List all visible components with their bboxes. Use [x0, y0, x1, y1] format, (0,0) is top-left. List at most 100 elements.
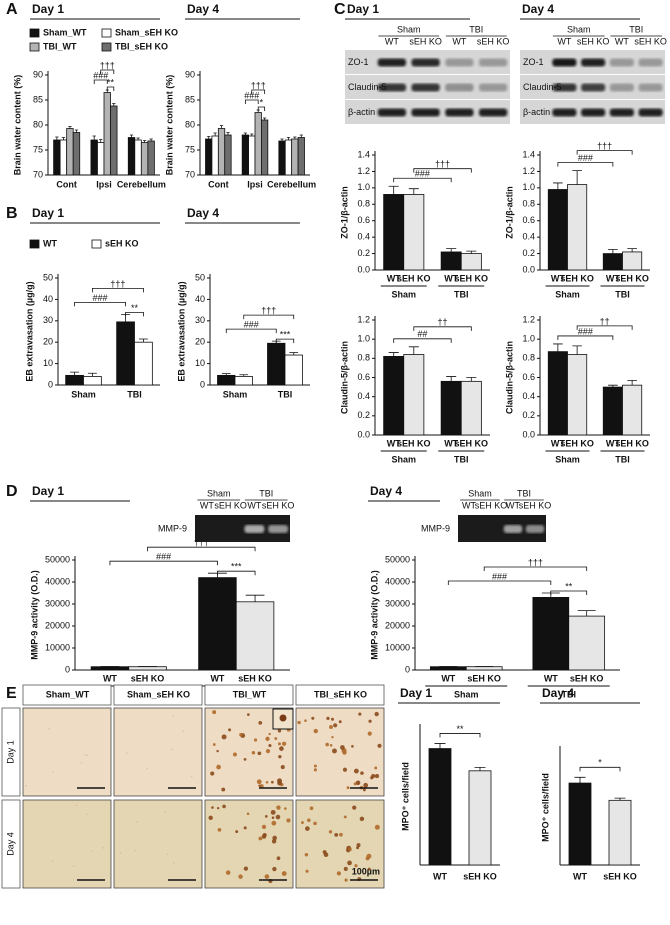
row-label: Day 4: [5, 832, 15, 856]
cell: [356, 843, 361, 848]
cell: [268, 744, 272, 748]
cell: [210, 771, 215, 776]
blot-band: [445, 58, 474, 67]
bar: [465, 666, 503, 671]
bar: [211, 135, 219, 176]
error-bar: [74, 129, 79, 133]
blot-group: TBI: [517, 488, 531, 498]
blot-lane: WT: [615, 36, 629, 46]
error-bar: [434, 743, 446, 749]
significance-label: †††: [110, 279, 125, 289]
group-label: TBI: [454, 454, 469, 464]
blot-group: TBI: [259, 488, 273, 498]
significance-label: ###: [93, 70, 108, 80]
bar: [103, 92, 111, 176]
blot-band: [411, 108, 440, 117]
cell: [258, 720, 263, 725]
significance-bracket: [557, 162, 614, 167]
significance-label: *: [598, 758, 602, 768]
cell: [80, 762, 83, 764]
y-tick-label: 0: [200, 379, 205, 389]
blot-band: [377, 58, 407, 67]
cell: [328, 830, 333, 834]
panel-label: A: [6, 1, 18, 18]
significance-bracket: [257, 106, 266, 111]
cell: [346, 786, 350, 790]
group-label: Sham: [555, 289, 580, 299]
y-tick-label: 0: [48, 379, 53, 389]
column-header: Sham_WT: [46, 689, 90, 699]
blot-band: [609, 108, 634, 117]
inset-cell: [279, 714, 287, 722]
cell: [366, 853, 372, 859]
scale-bar-label: 100µm: [352, 866, 380, 876]
error-bar: [55, 136, 59, 140]
blot-row-label: MMP-9: [421, 523, 450, 533]
cell: [338, 720, 342, 724]
bar-label: WT: [606, 438, 620, 448]
cell: [261, 824, 267, 829]
y-axis-label: Claudin-5/β-actin: [504, 341, 514, 414]
significance-label: ###: [492, 571, 507, 581]
cell: [251, 750, 256, 755]
error-bar: [466, 377, 477, 382]
significance-bracket: [447, 580, 552, 585]
error-bar: [243, 132, 247, 135]
bar: [241, 134, 249, 176]
significance-bracket: [217, 570, 256, 576]
cell: [348, 847, 352, 852]
blot-lane: WT: [462, 500, 476, 510]
cell: [367, 867, 371, 871]
cell: [274, 737, 278, 740]
blot-group: Sham: [397, 24, 421, 34]
x-tick-label: Ipsi: [96, 179, 112, 189]
bar: [602, 253, 623, 271]
group-label: TBI: [615, 289, 630, 299]
cell: [225, 870, 231, 875]
cell: [212, 743, 216, 746]
cell: [171, 748, 174, 751]
cell: [253, 738, 258, 742]
cell: [363, 788, 366, 792]
cell: [353, 768, 359, 774]
significance-bracket: [275, 338, 295, 344]
cell: [374, 774, 380, 779]
cell: [330, 717, 334, 721]
y-tick-label: 75: [185, 144, 195, 154]
bar: [602, 386, 623, 436]
cell: [277, 729, 282, 733]
bar: [116, 321, 135, 386]
bar: [198, 577, 237, 671]
blot-band: [638, 58, 663, 67]
blot-band: [445, 108, 474, 117]
legend-label: Sham_WT: [43, 27, 87, 37]
bar-label: sEH KO: [238, 673, 272, 683]
bar: [440, 380, 462, 436]
significance-bracket: [576, 150, 633, 155]
cell: [243, 758, 247, 761]
cell: [212, 710, 217, 715]
x-tick-label: TBI: [127, 389, 142, 399]
bar: [547, 351, 568, 436]
significance-bracket: [483, 566, 588, 571]
significance-label: †††: [435, 159, 450, 169]
cell: [239, 733, 243, 737]
bar-label: WT: [387, 438, 401, 448]
group-label: TBI: [562, 689, 577, 699]
cell: [146, 767, 149, 770]
blot-band: [552, 58, 577, 67]
bar-label: sEH KO: [455, 438, 489, 448]
error-bar: [572, 170, 582, 185]
cell: [276, 856, 281, 861]
blot-row-label: β-actin: [523, 107, 550, 117]
bar: [622, 251, 643, 271]
y-tick-label: 0.0: [522, 429, 535, 439]
cell: [367, 731, 372, 736]
error-bar: [627, 379, 637, 386]
blot-band: [445, 83, 474, 92]
cell: [333, 723, 338, 728]
cell: [246, 812, 250, 816]
significance-bracket: [439, 733, 481, 738]
legend-label: TBI_sEH KO: [115, 41, 168, 51]
column-header-box: [22, 684, 112, 706]
